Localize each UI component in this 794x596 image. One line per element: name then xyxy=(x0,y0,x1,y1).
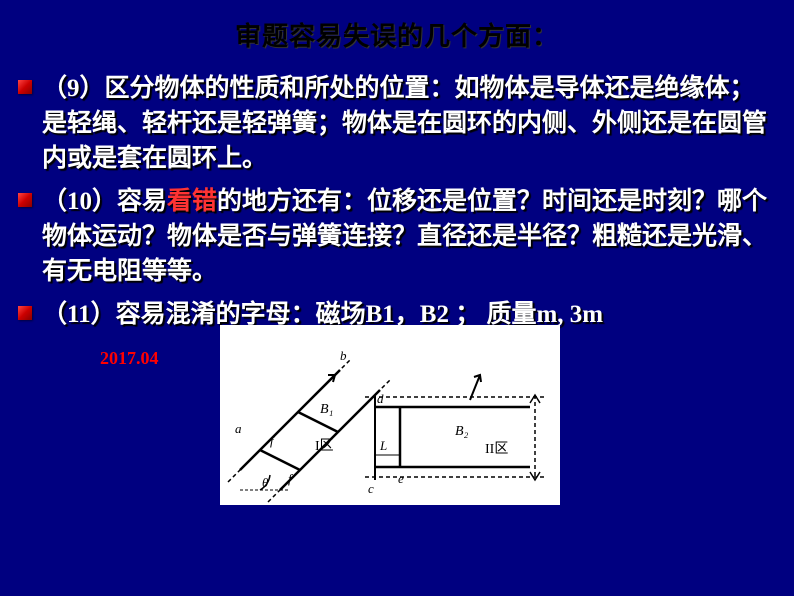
bar-incline-mid xyxy=(260,450,300,470)
item-number: （9） xyxy=(42,75,105,102)
label-c: c xyxy=(368,481,374,496)
item-text-10: （10）容易看错的地方还有：位移还是位置？时间还是时刻？哪个物体运动？物体是否与… xyxy=(42,184,776,289)
item-prefix: 容易 xyxy=(117,188,167,215)
diagram-svg: a b c d e f f B₁ B₂ I区 II区 L θ xyxy=(220,325,560,505)
slide-title: 审题容易失误的几个方面： xyxy=(0,0,794,71)
item-number: （10） xyxy=(42,188,117,215)
item-number: （11） xyxy=(42,301,116,328)
item-text-9: （9）区分物体的性质和所处的位置：如物体是导体还是绝缘体；是轻绳、轻杆还是轻弹簧… xyxy=(42,71,776,176)
content-area: （9）区分物体的性质和所处的位置：如物体是导体还是绝缘体；是轻绳、轻杆还是轻弹簧… xyxy=(0,71,794,332)
label-theta: θ xyxy=(262,475,269,490)
label-e: e xyxy=(398,471,404,486)
item-highlight: 看错 xyxy=(167,188,217,215)
bullet-item-10: （10）容易看错的地方还有：位移还是位置？时间还是时刻？哪个物体运动？物体是否与… xyxy=(18,184,776,289)
label-B2: B₂ xyxy=(455,424,469,439)
label-d: d xyxy=(377,391,384,406)
label-L: L xyxy=(379,438,387,453)
bullet-icon xyxy=(18,80,32,94)
label-b: b xyxy=(340,348,347,363)
item-body: 容易混淆的字母：磁场B1，B2 ； 质量m, 3m xyxy=(116,301,604,328)
bullet-icon xyxy=(18,306,32,320)
label-region2: II区 xyxy=(485,441,508,457)
bullet-item-9: （9）区分物体的性质和所处的位置：如物体是导体还是绝缘体；是轻绳、轻杆还是轻弹簧… xyxy=(18,71,776,176)
arrow-B1-line xyxy=(315,375,335,395)
label-a: a xyxy=(235,421,242,436)
date-label: 2017.04 xyxy=(100,348,159,369)
physics-diagram: a b c d e f f B₁ B₂ I区 II区 L θ xyxy=(220,325,560,505)
label-B1: B₁ xyxy=(320,402,333,417)
bullet-icon xyxy=(18,193,32,207)
item-body: 区分物体的性质和所处的位置：如物体是导体还是绝缘体；是轻绳、轻杆还是轻弹簧；物体… xyxy=(42,75,767,172)
label-region1: I区 xyxy=(315,438,334,454)
